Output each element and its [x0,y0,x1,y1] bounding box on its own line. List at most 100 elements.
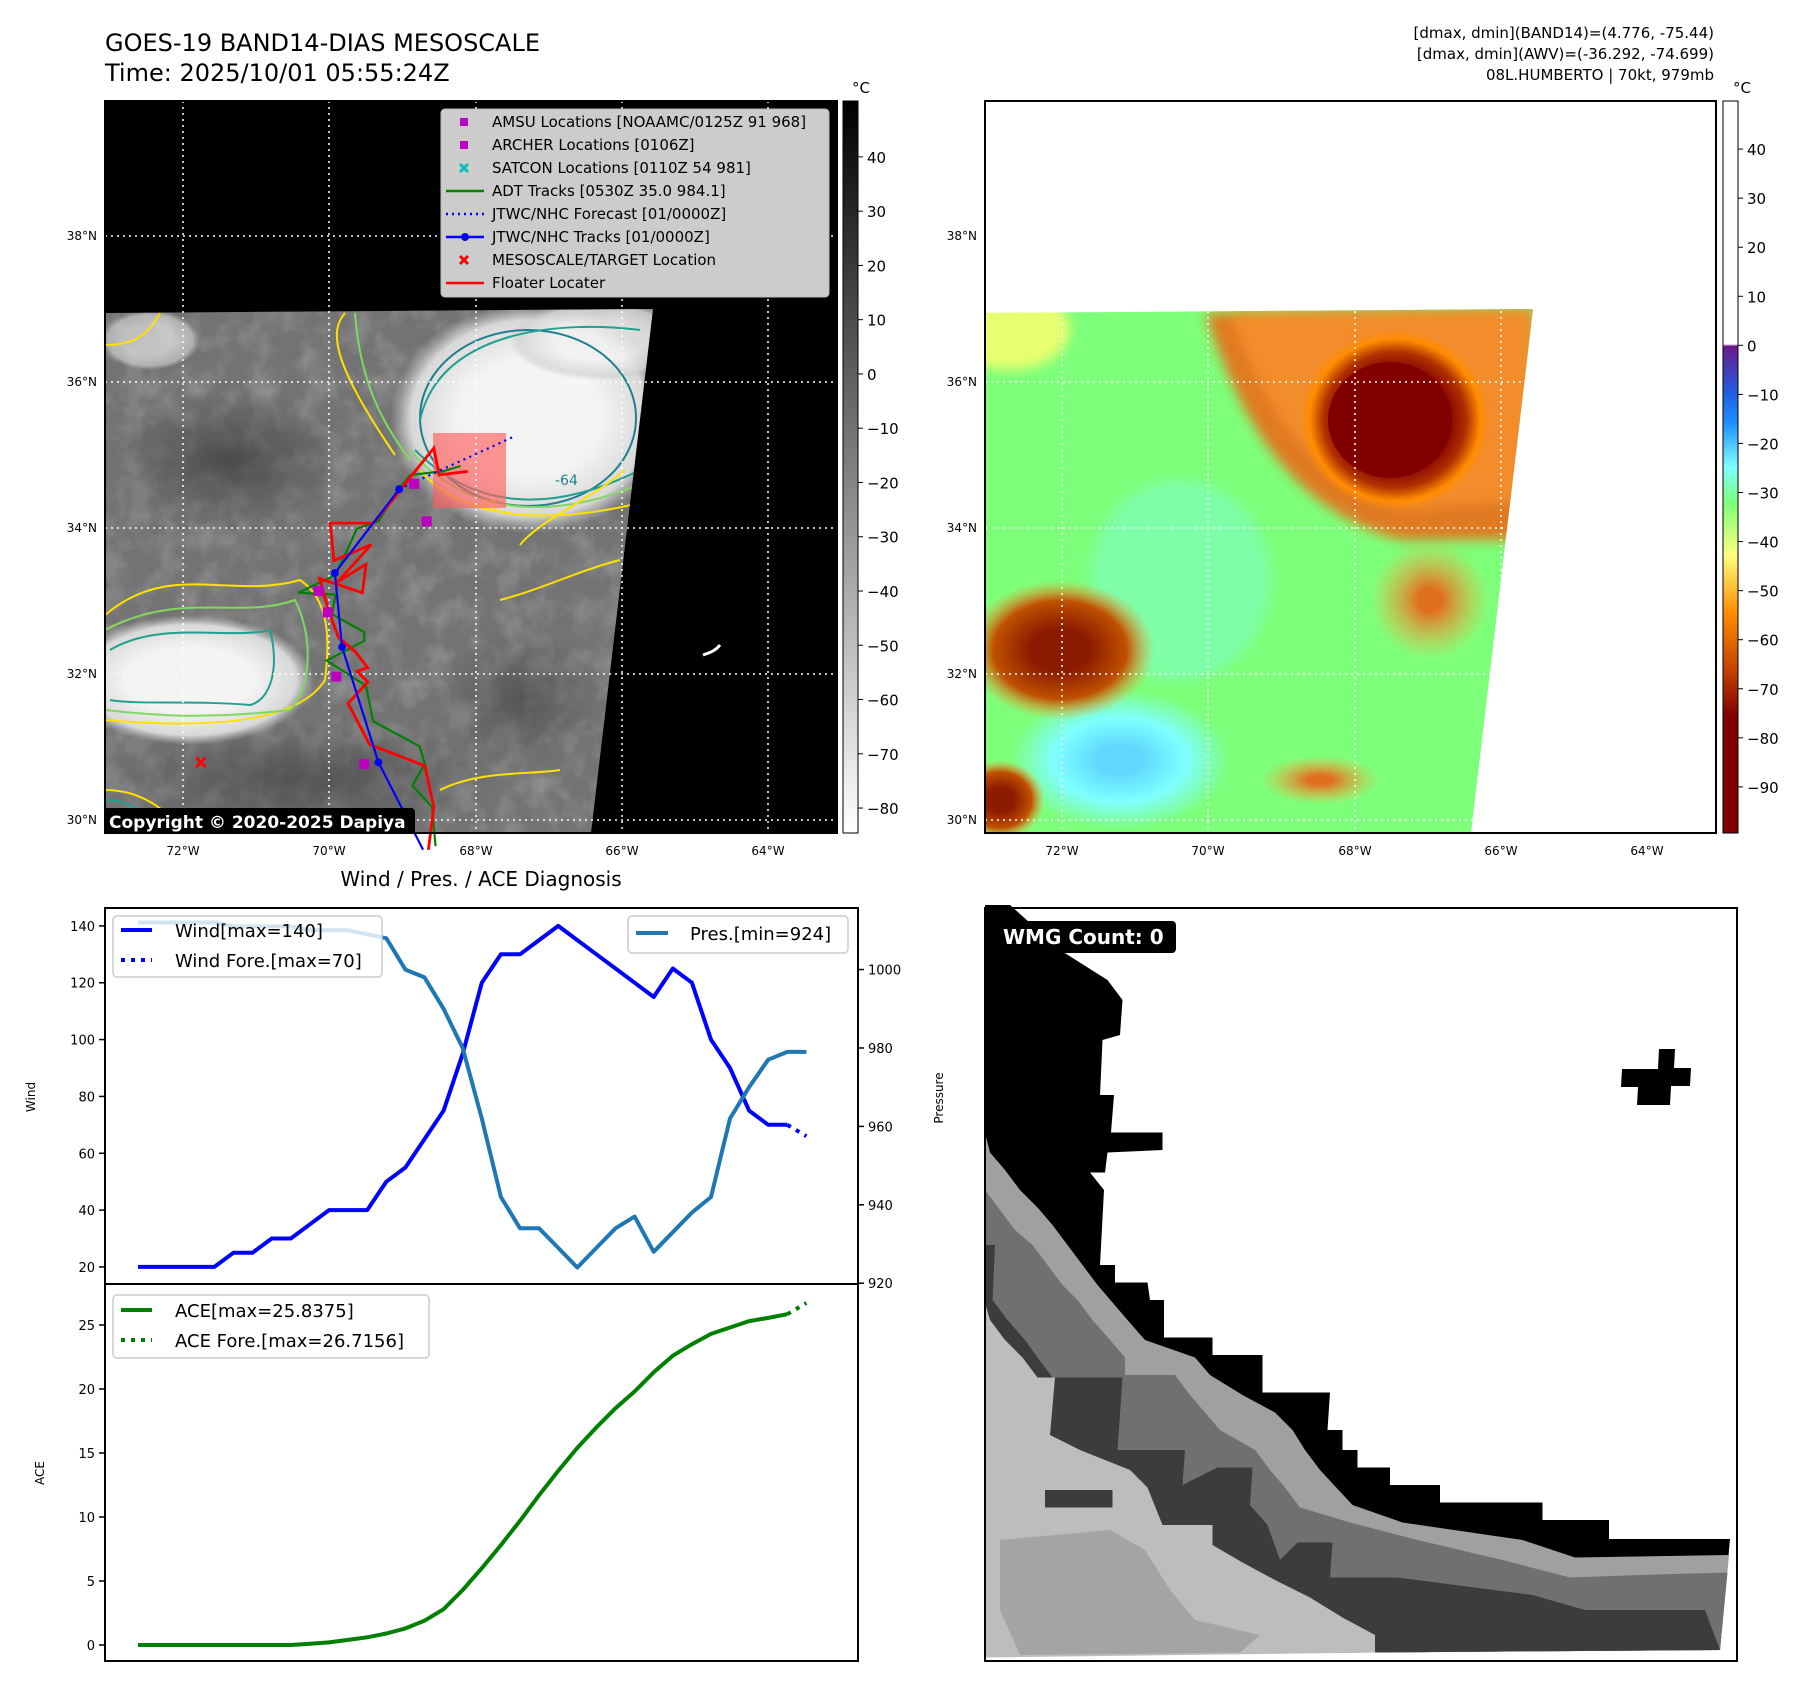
ace-ylabel: ACE [33,1461,47,1485]
lat-label: 36°N [947,375,977,389]
legend-label: MESOSCALE/TARGET Location [492,251,716,269]
colorbar-label: −90 [1747,779,1779,797]
y-tick-label: 20 [78,1383,95,1398]
lon-label: 72°W [1045,844,1078,858]
legend-label: ARCHER Locations [0106Z] [492,136,695,154]
map-gridlines [985,309,1533,833]
colorbar-label: −50 [867,637,899,655]
info-band14: [dmax, dmin](BAND14)=(4.776, -75.44) [1414,24,1714,42]
y-tick-label: 60 [78,1147,95,1162]
legend-label: AMSU Locations [NOAAMC/0125Z 91 968] [492,113,806,131]
y2-tick-label: 920 [868,1277,893,1292]
y-tick-label: 100 [70,1034,95,1049]
colorbar-label: 20 [867,257,886,275]
colorbar-label: −30 [867,529,899,547]
lon-label: 68°W [459,844,492,858]
colorbar-label: 0 [867,366,877,384]
ace-legend: ACE[max=25.8375] ACE Fore.[max=26.7156] [112,1294,430,1359]
lon-label: 70°W [1191,844,1224,858]
awv-imagery [985,309,1533,833]
lon-label: 68°W [1338,844,1371,858]
legend-label: JTWC/NHC Tracks [01/0000Z] [491,228,710,246]
track-point [330,569,339,578]
pressure-ylabel: Pressure [932,1072,946,1123]
colorbar-label: −40 [1747,534,1779,552]
lat-label: 30°N [947,813,977,827]
y2-tick-label: 960 [868,1120,893,1135]
map-legend: AMSU Locations [NOAAMC/0125Z 91 968] ARCH… [440,108,830,298]
lat-label: 32°N [67,667,97,681]
y-tick-label: 80 [78,1090,95,1105]
lat-label: 38°N [947,229,977,243]
lat-label: 36°N [67,375,97,389]
colorbar-label: −20 [1747,435,1779,453]
awv-map-panel: 38°N 36°N 34°N 32°N 30°N 72°W 70°W 68°W 66°W 64°W… [947,79,1779,858]
y2-tick-label: 980 [868,1042,893,1057]
legend-label: SATCON Locations [0110Z 54 981] [492,159,751,177]
y2-tick-label: 1000 [868,964,901,979]
y-tick-label: 120 [70,977,95,992]
colorbar-label: 30 [867,203,886,221]
ir-map-panel: -31 -64 AMSU Locations [NOAAMC/0125Z 91 … [67,79,899,858]
copyright-badge [104,808,415,834]
map-frame [104,100,838,834]
y-tick-label: 140 [70,920,95,935]
colorbar-label: −80 [1747,730,1779,748]
storm-tracks [195,434,517,851]
colorbar-label: −80 [867,800,899,818]
target-location-x-icon [195,756,207,768]
legend-wind-forecast: Wind Fore.[max=70] [175,951,362,972]
legend-label: ADT Tracks [0530Z 35.0 984.1] [492,182,726,200]
chart-title: Wind / Pres. / ACE Diagnosis [340,867,621,891]
legend-ace: ACE[max=25.8375] [175,1301,354,1322]
lon-label: 64°W [751,844,784,858]
lon-label: 66°W [1484,844,1517,858]
colorbar-unit: °C [1733,79,1751,97]
y-tick-label: 15 [78,1447,95,1462]
legend-square-icon [460,118,468,126]
y-tick-label: 25 [78,1319,95,1334]
y-tick-label: 5 [87,1575,95,1590]
awv-colorbar [1722,100,1739,834]
legend-square-icon [460,141,468,149]
legend-label: Floater Locater [492,274,606,292]
colorbar-label: 0 [1747,337,1757,355]
island-outline [702,644,722,657]
figure-title: GOES-19 BAND14-DIAS MESOSCALE [105,29,540,57]
chart-frame [104,1283,859,1662]
lat-label: 34°N [947,521,977,535]
track-point [338,643,346,651]
wmg-panel: Pressure WMG Count: 0 [932,905,1738,1662]
lon-label: 66°W [605,844,638,858]
y2-tick-label: 940 [868,1199,893,1214]
legend-x-icon [458,254,470,266]
lat-label: 30°N [67,813,97,827]
wmg-frame [984,907,1738,1662]
legend-pressure: Pres.[min=924] [690,924,831,945]
y-tick-label: 10 [78,1511,95,1526]
legend-ace-forecast: ACE Fore.[max=26.7156] [175,1331,404,1352]
lon-label: 72°W [166,844,199,858]
ace-chart: 0 5 10 15 20 25 ACE ACE[max=25.8375] ACE Fore… [33,1283,859,1662]
floater-locater-track [317,444,468,850]
wind-pressure-chart: 20 40 60 80 100 120 140 920 940 960 980 1000 Wind W… [24,907,901,1292]
colorbar-label: 10 [867,312,886,330]
pressure-legend: Pres.[min=924] [627,915,849,954]
legend-dot-icon [461,233,469,241]
y-tick-label: 0 [87,1639,95,1654]
colorbar-label: −40 [867,583,899,601]
colorbar-label: −60 [867,692,899,710]
colorbar-label: −20 [867,474,899,492]
figure-time: Time: 2025/10/01 05:55:24Z [104,59,450,87]
legend-x-icon [458,162,470,174]
y-tick-label: 20 [78,1261,95,1276]
lon-label: 70°W [312,844,345,858]
colorbar-label: −30 [1747,485,1779,503]
wind-legend: Wind[max=140] Wind Fore.[max=70] [112,915,383,978]
colorbar-label: −10 [867,420,899,438]
colorbar-label: −10 [1747,386,1779,404]
wind-ylabel: Wind [24,1082,38,1112]
legend-wind: Wind[max=140] [175,921,323,942]
series-ace-fore [786,1301,808,1316]
